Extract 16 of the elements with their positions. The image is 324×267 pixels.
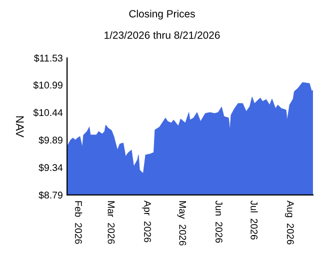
x-tick-label: Jun 2026 xyxy=(216,200,222,243)
x-tick-label: Aug 2026 xyxy=(285,200,294,244)
y-tick-label: $9.89 xyxy=(38,136,62,144)
x-tick-label: May 2026 xyxy=(177,201,186,246)
y-tick-label: $10.99 xyxy=(33,81,62,90)
x-tick-label: Jul 2026 xyxy=(250,200,258,240)
y-tick-label: $10.44 xyxy=(33,108,63,117)
y-tick-label: $9.34 xyxy=(38,164,63,172)
x-tick-label: Feb 2026 xyxy=(74,201,82,244)
y-tick-label: $8.79 xyxy=(38,191,62,200)
chart-subtitle: 1/23/2026 thru 8/21/2026 xyxy=(104,31,220,39)
y-axis-title: NAV xyxy=(16,116,24,138)
y-tick-label: $11.53 xyxy=(34,54,62,62)
x-tick-label: Mar 2026 xyxy=(108,201,115,244)
chart-title: Closing Prices xyxy=(129,10,195,20)
x-tick-label: Apr 2026 xyxy=(142,200,151,242)
